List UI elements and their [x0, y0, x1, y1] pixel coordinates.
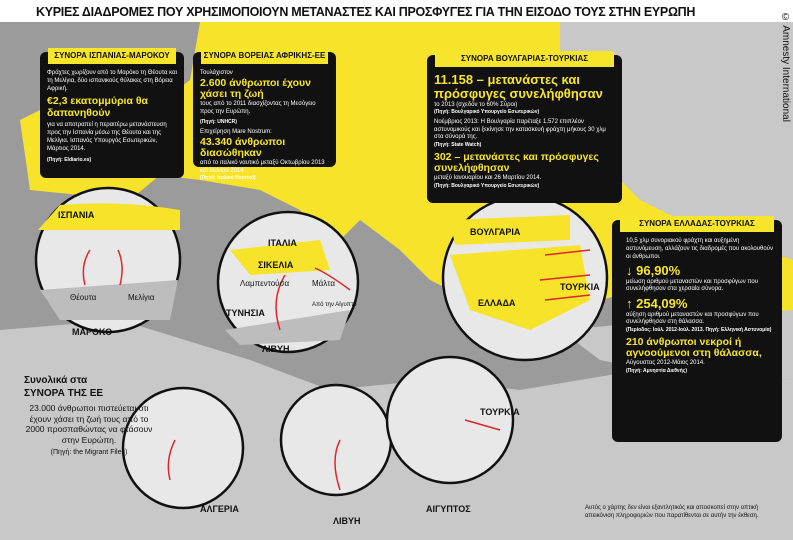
- box-highlight: €2,3 εκατομμύρια θα δαπανηθούν: [47, 95, 148, 119]
- box-source: (Πηγή: Βουλγαρικό Υπουργείο Εσωτερικών): [434, 182, 540, 189]
- box-source: (Πηγή: Αμνηστία Διεθνής): [626, 367, 688, 374]
- box-text: Νοέμβριος 2013: Η Βουλγαρία παρέταξε 1.5…: [434, 118, 606, 141]
- route-arrow: [314, 267, 351, 291]
- info-box: ΣΥΝΟΡΑ ΙΣΠΑΝΙΑΣ-ΜΑΡΟΚΟΥ Φράχτες χωρίζουν…: [40, 48, 184, 178]
- box-source: (Πηγή: Ιταλικό Ναυτικό): [200, 175, 256, 182]
- box-text: Αύγουστος 2012-Μάιος 2014.: [626, 359, 705, 366]
- summary-source: (Πηγή: the Migrant Files): [50, 448, 128, 456]
- box-text: 10,5 χλμ συνοριακού φράχτη και αυξημένη …: [626, 238, 773, 260]
- box-highlight: 11.158 – μετανάστες και πρόσφυγες συνελή…: [434, 72, 603, 102]
- route-arrow: [544, 249, 591, 256]
- country-label: ΒΟΥΛΓΑΡΙΑ: [470, 227, 521, 237]
- box-title: ΣΥΝΟΡΑ ΒΟΡΕΙΑΣ ΑΦΡΙΚΗΣ-ΕΕ: [201, 48, 328, 65]
- route-arrow: [464, 419, 501, 431]
- summary-body: 23.000 άνθρωποι πιστεύεται ότι έχουν χάσ…: [25, 403, 153, 445]
- box-text: μείωση αριθμού μεταναστών και προσφύγων …: [626, 278, 759, 293]
- country-label: ΤΥΝΗΣΙΑ: [226, 308, 265, 318]
- box-highlight: 2.600 άνθρωποι έχουν χάσει τη ζωή: [200, 76, 311, 101]
- box-highlight: 210 άνθρωποι νεκροί ή αγνοούμενοι στη θά…: [626, 335, 762, 360]
- box-title: ΣΥΝΟΡΑ ΒΟΥΛΓΑΡΙΑΣ-ΤΟΥΡΚΙΑΣ: [435, 51, 614, 68]
- zoom-circle: [385, 355, 515, 485]
- country-label: ΑΙΓΥΠΤΟΣ: [426, 504, 471, 514]
- arrow-down-icon: ↓: [626, 263, 637, 279]
- place-label: Μάλτα: [312, 279, 335, 288]
- morocco: [40, 280, 178, 320]
- country-label: ΕΛΛΑΔΑ: [478, 298, 516, 308]
- percent: 254,09%: [636, 296, 688, 312]
- box-text: για να αποτραπεί η περαιτέρω μετανάστευσ…: [47, 122, 167, 152]
- box-source: (Πηγή: Eldiario.es): [47, 156, 92, 163]
- info-box: ΣΥΝΟΡΑ ΕΛΛΑΔΑΣ-ΤΟΥΡΚΙΑΣ 10,5 χλμ συνορια…: [612, 216, 782, 442]
- greece: [450, 245, 590, 330]
- box-highlight: 302 – μετανάστες και πρόσφυγες συνελήφθη…: [434, 150, 599, 175]
- country-label: ΛΙΒΥΗ: [333, 516, 361, 526]
- place-label: Θέουτα: [70, 293, 97, 302]
- footnote: Αυτός ο χάρτης δεν είναι εξαντλητικός κα…: [585, 505, 759, 519]
- box-source: (Πηγή: UNHCR): [200, 119, 237, 126]
- route-arrow: [167, 439, 176, 481]
- summary-heading: Συνολικά στα: [24, 375, 88, 386]
- title: ΚΥΡΙΕΣ ΔΙΑΔΡΟΜΕΣ ΠΟΥ ΧΡΗΣΙΜΟΠΟΙΟΥΝ ΜΕΤΑΝ…: [36, 5, 696, 19]
- country-label: ΤΟΥΡΚΙΑ: [560, 282, 600, 292]
- box-text: μεταξύ Ιανουαρίου και 26 Μαρτίου 2014.: [434, 174, 542, 181]
- info-box: ΣΥΝΟΡΑ ΒΟΡΕΙΑΣ ΑΦΡΙΚΗΣ-ΕΕ Τουλάχιστον 2.…: [193, 48, 336, 181]
- bulgaria: [450, 215, 570, 245]
- box-highlight: 43.340 άνθρωποι διασώθηκαν: [200, 135, 286, 160]
- country-label: ΛΙΒΥΗ: [262, 344, 290, 354]
- summary-heading: ΣΥΝΟΡΑ ΤΗΣ ΕΕ: [24, 387, 104, 399]
- route-arrow: [334, 439, 341, 491]
- place-label: Λαμπεντούσα: [240, 279, 289, 288]
- zoom-circle: [121, 386, 245, 510]
- box-text: αύξηση αριθμού μεταναστών και προσφύγων …: [626, 311, 759, 326]
- country-label: ΜΑΡΟΚΟ: [72, 327, 112, 337]
- info-box: ΣΥΝΟΡΑ ΒΟΥΛΓΑΡΙΑΣ-ΤΟΥΡΚΙΑΣ 11.158 – μετα…: [427, 51, 622, 203]
- box-text: Τουλάχιστον: [200, 70, 233, 76]
- box-highlight: ↑ 254,09%: [626, 297, 775, 311]
- spain: [38, 203, 180, 230]
- country-label: ΙΣΠΑΝΙΑ: [58, 210, 95, 220]
- route-arrow: [544, 294, 591, 301]
- zoom-circle: [279, 383, 393, 497]
- country-label: ΤΟΥΡΚΙΑ: [480, 407, 520, 417]
- route-arrow: [82, 249, 91, 286]
- place-label: Μελίγια: [128, 293, 155, 302]
- arrow-up-icon: ↑: [626, 296, 637, 312]
- country-label: ΑΛΓΕΡΙΑ: [200, 504, 239, 514]
- box-text: από το ιταλικό ναυτικό μεταξύ Οκτωβρίου …: [200, 159, 325, 174]
- credit: © Amnesty International: [780, 12, 791, 122]
- box-title: ΣΥΝΟΡΑ ΙΣΠΑΝΙΑΣ-ΜΑΡΟΚΟΥ: [48, 48, 176, 65]
- box-text: Φράχτες χωρίζουν από το Μαρόκο τη Θέουτα…: [47, 70, 177, 92]
- country-label: ΙΤΑΛΙΑ: [268, 238, 297, 248]
- route-arrow: [539, 274, 591, 281]
- route-arrow: [117, 249, 123, 286]
- box-text: τους από το 2011 διασχίζοντας τη Μεσόγει…: [200, 100, 316, 115]
- country-label: ΣΙΚΕΛΙΑ: [258, 260, 294, 270]
- box-highlight: ↓ 96,90%: [626, 264, 775, 278]
- box-source: (Περίοδος: Ιούλ. 2012-Ιούλ. 2013. Πηγή: …: [626, 327, 772, 334]
- box-source: (Πηγή: Βουλγαρικό Υπουργείο Εσωτερικών): [434, 109, 540, 116]
- libya: [225, 310, 350, 345]
- summary: Συνολικά στα ΣΥΝΟΡΑ ΤΗΣ ΕΕ 23.000 άνθρωπ…: [24, 375, 154, 457]
- box-title: ΣΥΝΟΡΑ ΕΛΛΑΔΑΣ-ΤΟΥΡΚΙΑΣ: [620, 216, 774, 233]
- percent: 96,90%: [636, 263, 681, 279]
- box-text: το 2013 (σχεδόν το 60% Σύροι): [434, 101, 518, 108]
- route-arrow: [275, 274, 286, 331]
- box-text: Επιχείρηση Mare Nostrum:: [200, 128, 272, 135]
- sicily: [230, 240, 330, 275]
- box-source: (Πηγή: State Watch): [434, 142, 482, 149]
- place-label: Από την Αίγυπτο: [312, 301, 357, 308]
